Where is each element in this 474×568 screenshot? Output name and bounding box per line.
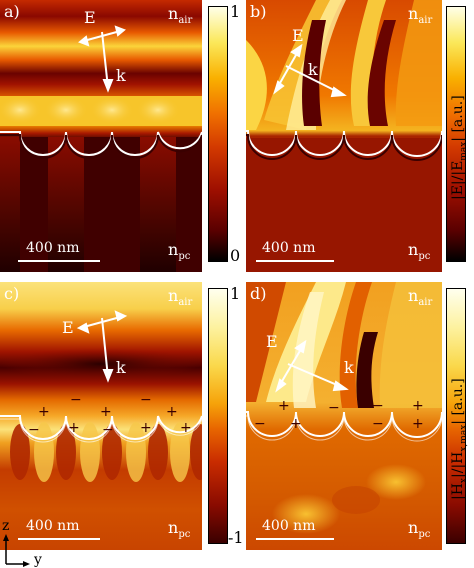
panel-b-field-map xyxy=(246,0,442,272)
panel-d-scale-bar xyxy=(256,538,334,540)
charge-plus: + xyxy=(100,404,112,420)
panel-d-field-label: E xyxy=(266,332,278,351)
panel-d: d) E k nair npc 400 nm + − + − − − + + xyxy=(246,282,442,550)
panel-c: c) E k nair npc 400 nm + − + − + − + − +… xyxy=(0,282,202,550)
charge-plus: + xyxy=(140,420,152,436)
charge-plus: + xyxy=(412,398,424,414)
axis-indicator xyxy=(3,534,30,567)
panel-c-field-label: E xyxy=(62,318,74,337)
charge-minus: − xyxy=(328,400,340,416)
colorbar-top-right-label: |E|/|Emax| [a.u.] xyxy=(450,95,469,200)
panel-d-wave-label: k xyxy=(344,358,354,377)
charge-plus: + xyxy=(412,416,424,432)
panel-c-medium-top: nair xyxy=(168,286,193,309)
panel-b-scale-label: 400 nm xyxy=(262,240,316,256)
panel-a-scale-bar xyxy=(18,260,100,262)
colorbar-top-right xyxy=(446,6,466,262)
charge-minus: − xyxy=(372,416,384,432)
charge-plus: + xyxy=(166,404,178,420)
panel-b-label: b) xyxy=(250,2,267,21)
charge-plus: + xyxy=(68,420,80,436)
colorbar-bottom-right xyxy=(446,288,466,544)
colorbar-top-left xyxy=(208,6,228,262)
panel-d-polarization-arrows xyxy=(275,339,349,393)
panel-c-wave-label: k xyxy=(116,358,126,377)
colorbar-top-left-min: 0 xyxy=(230,246,241,265)
panel-a-polarization-arrows xyxy=(78,25,126,93)
colorbar-bottom-left-max: 1 xyxy=(230,284,241,303)
panel-a-scale-label: 400 nm xyxy=(26,240,80,256)
charge-plus: + xyxy=(38,404,50,420)
panel-a-medium-top: nair xyxy=(168,4,193,27)
charge-minus: − xyxy=(28,422,40,438)
panel-d-medium-bottom: npc xyxy=(408,518,431,541)
panel-b-scale-bar xyxy=(256,260,334,262)
colorbar-bottom-left xyxy=(208,288,228,544)
panel-d-medium-top: nair xyxy=(408,286,433,309)
panel-c-scale-label: 400 nm xyxy=(26,518,80,534)
colorbar-top-left-max: 1 xyxy=(230,2,241,21)
panel-b: b) E k nair npc 400 nm xyxy=(246,0,442,272)
panel-c-label: c) xyxy=(4,284,20,303)
panel-c-medium-bottom: npc xyxy=(168,518,191,541)
charge-minus: − xyxy=(372,398,384,414)
axis-y-label: y xyxy=(34,552,42,568)
panel-d-field-map xyxy=(246,282,442,550)
charge-plus: + xyxy=(180,420,192,436)
panel-a-label: a) xyxy=(4,2,20,21)
panel-c-field-map xyxy=(0,282,202,550)
panel-a-field-map xyxy=(0,0,202,272)
charge-minus: − xyxy=(102,422,114,438)
axis-z-label: z xyxy=(2,518,10,534)
panel-c-scale-bar xyxy=(18,538,100,540)
panel-c-polarization-arrows xyxy=(76,310,128,383)
charge-minus: − xyxy=(254,416,266,432)
colorbar-bottom-left-min: -1 xyxy=(228,528,244,547)
charge-minus: − xyxy=(70,392,82,408)
panel-a-field-label: E xyxy=(84,8,96,27)
panel-a-medium-bottom: npc xyxy=(168,240,191,263)
colorbar-bottom-right-label: |Hx|/|Hx,max| [a.u.] xyxy=(450,378,469,500)
panel-b-medium-top: nair xyxy=(408,4,433,27)
panel-a: a) E k nair npc 400 nm xyxy=(0,0,202,272)
panel-b-field-label: E xyxy=(292,26,304,45)
panel-a-wave-label: k xyxy=(116,66,126,85)
charge-plus: + xyxy=(290,416,302,432)
charge-minus: − xyxy=(140,392,152,408)
panel-b-medium-bottom: npc xyxy=(408,240,431,263)
panel-b-polarization-arrows xyxy=(273,43,347,98)
panel-b-wave-label: k xyxy=(308,60,318,79)
panel-d-scale-label: 400 nm xyxy=(262,518,316,534)
panel-d-label: d) xyxy=(250,284,267,303)
charge-plus: + xyxy=(278,398,290,414)
